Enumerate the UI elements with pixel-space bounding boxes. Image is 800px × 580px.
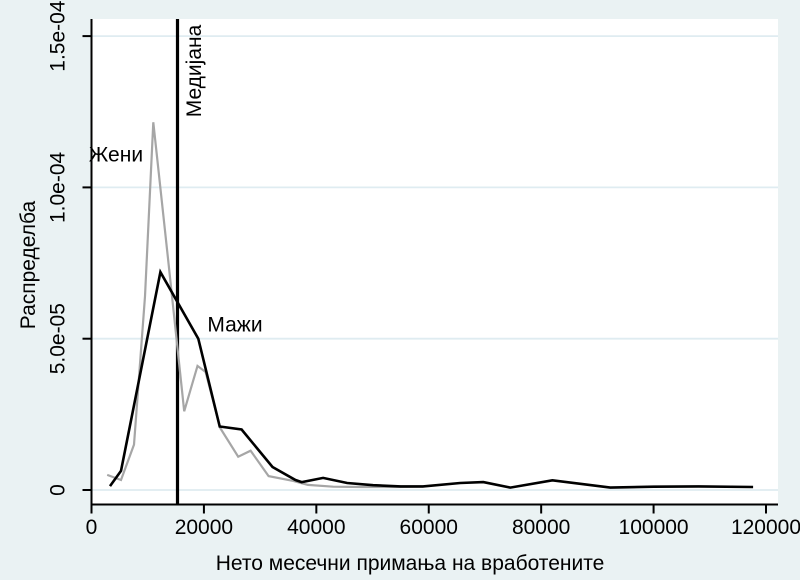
y-tick-label: 5.0e-05 [47,303,70,374]
plot-area [91,19,778,505]
x-axis-title: Нето месечни примања на вработените [215,552,605,575]
x-tick-label: 40000 [287,516,345,539]
y-tick-label: 0 [47,484,70,496]
series-line-mazi [108,268,754,489]
x-tick-label: 120000 [731,516,800,539]
series-line-zheni [106,122,424,489]
y-tick-label: 1.5e-04 [47,0,70,72]
x-tick-label: 20000 [175,516,233,539]
median-label: Медијана [183,24,206,117]
y-axis-title: Распределба [17,200,40,330]
x-tick-label: 100000 [619,516,689,539]
series-label-zheni: Жени [89,144,143,167]
y-tick-label: 1.0e-04 [47,151,70,223]
series-label-mazi: Мажи [207,314,262,337]
x-tick-label: 60000 [400,516,458,539]
x-tick-label: 80000 [512,516,570,539]
x-tick-label: 0 [86,516,98,539]
